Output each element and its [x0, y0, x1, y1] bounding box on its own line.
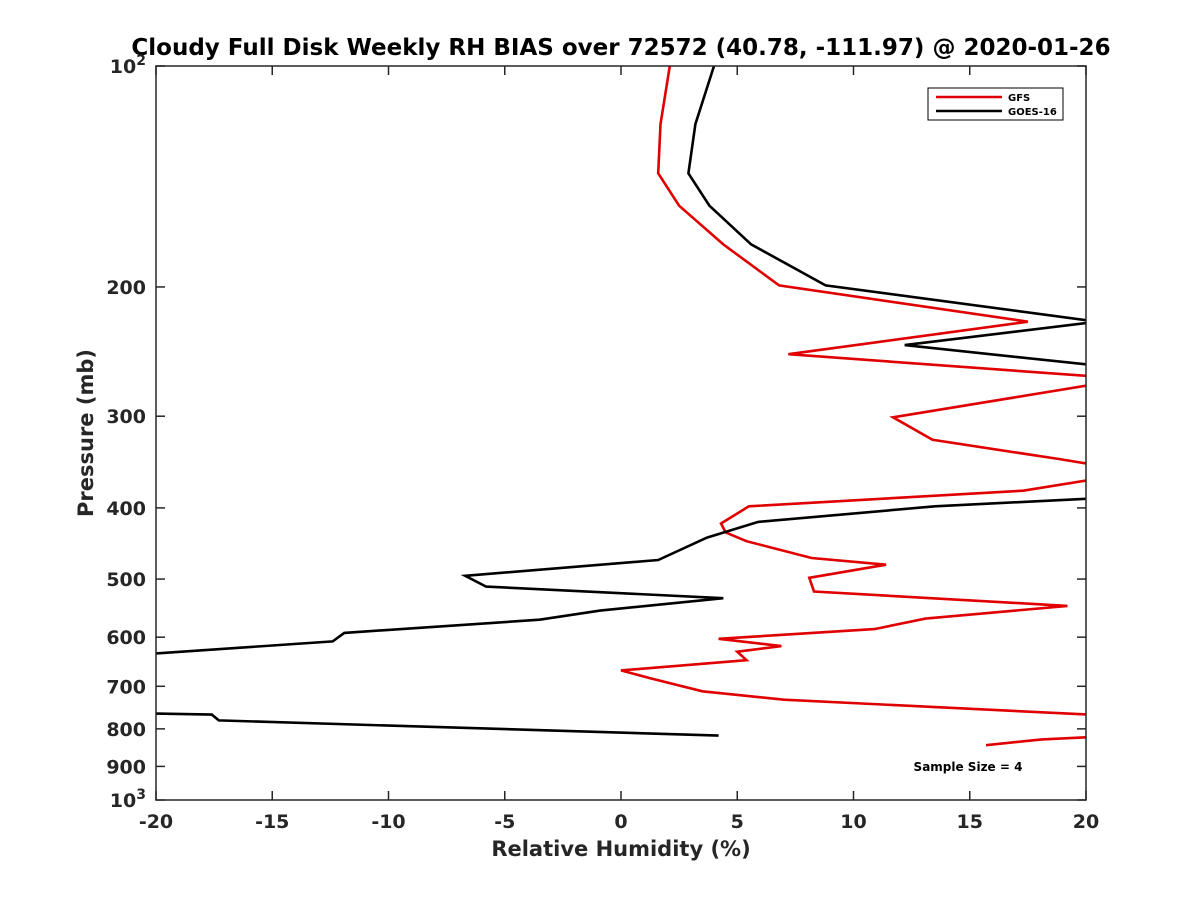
x-tick-label: -15: [255, 811, 289, 833]
x-tick-label: -20: [139, 811, 173, 833]
x-tick-label: -10: [371, 811, 405, 833]
y-tick-label: 300: [106, 406, 146, 428]
plot-frame: [155, 65, 1087, 801]
series-line-goes16-2: [156, 712, 719, 737]
x-tick-label: 0: [614, 811, 627, 833]
y-tick-label: 400: [106, 498, 146, 520]
x-axis-label: Relative Humidity (%): [491, 837, 750, 861]
y-tick-label: 102: [110, 53, 146, 78]
x-tick-label: -5: [494, 811, 515, 833]
legend-label-goes16: GOES-16: [1008, 107, 1057, 118]
sample-size-annotation: Sample Size = 4: [914, 760, 1023, 774]
y-tick-label: 500: [106, 569, 146, 591]
y-tick-label: 200: [106, 277, 146, 299]
legend: GFS GOES-16: [927, 87, 1064, 121]
axes-layer: -20 -15 -10 -5 0 5 10 15 20 102 200 300 400 500 600 700…: [106, 53, 1099, 833]
x-tick-label: 10: [840, 811, 866, 833]
series-line-goes16-0: [687, 66, 1086, 366]
y-tick-label: 103: [110, 787, 146, 812]
y-tick-label: 800: [106, 719, 146, 741]
series-line-gfs-1: [985, 735, 1086, 747]
legend-box: [927, 87, 1064, 121]
series-layer: [156, 66, 1086, 747]
y-tick-label: 600: [106, 627, 146, 649]
x-tick-label: 5: [731, 811, 744, 833]
series-line-gfs-0: [620, 66, 1086, 716]
y-tick-label: 700: [106, 676, 146, 698]
legend-label-gfs: GFS: [1008, 93, 1030, 104]
y-tick-label: 900: [106, 756, 146, 778]
x-tick-label: 15: [957, 811, 983, 833]
y-axis-label: Pressure (mb): [74, 349, 98, 517]
series-line-goes16-1: [156, 497, 1086, 655]
chart-title: Cloudy Full Disk Weekly RH BIAS over 725…: [131, 35, 1110, 61]
x-tick-label: 20: [1073, 811, 1099, 833]
